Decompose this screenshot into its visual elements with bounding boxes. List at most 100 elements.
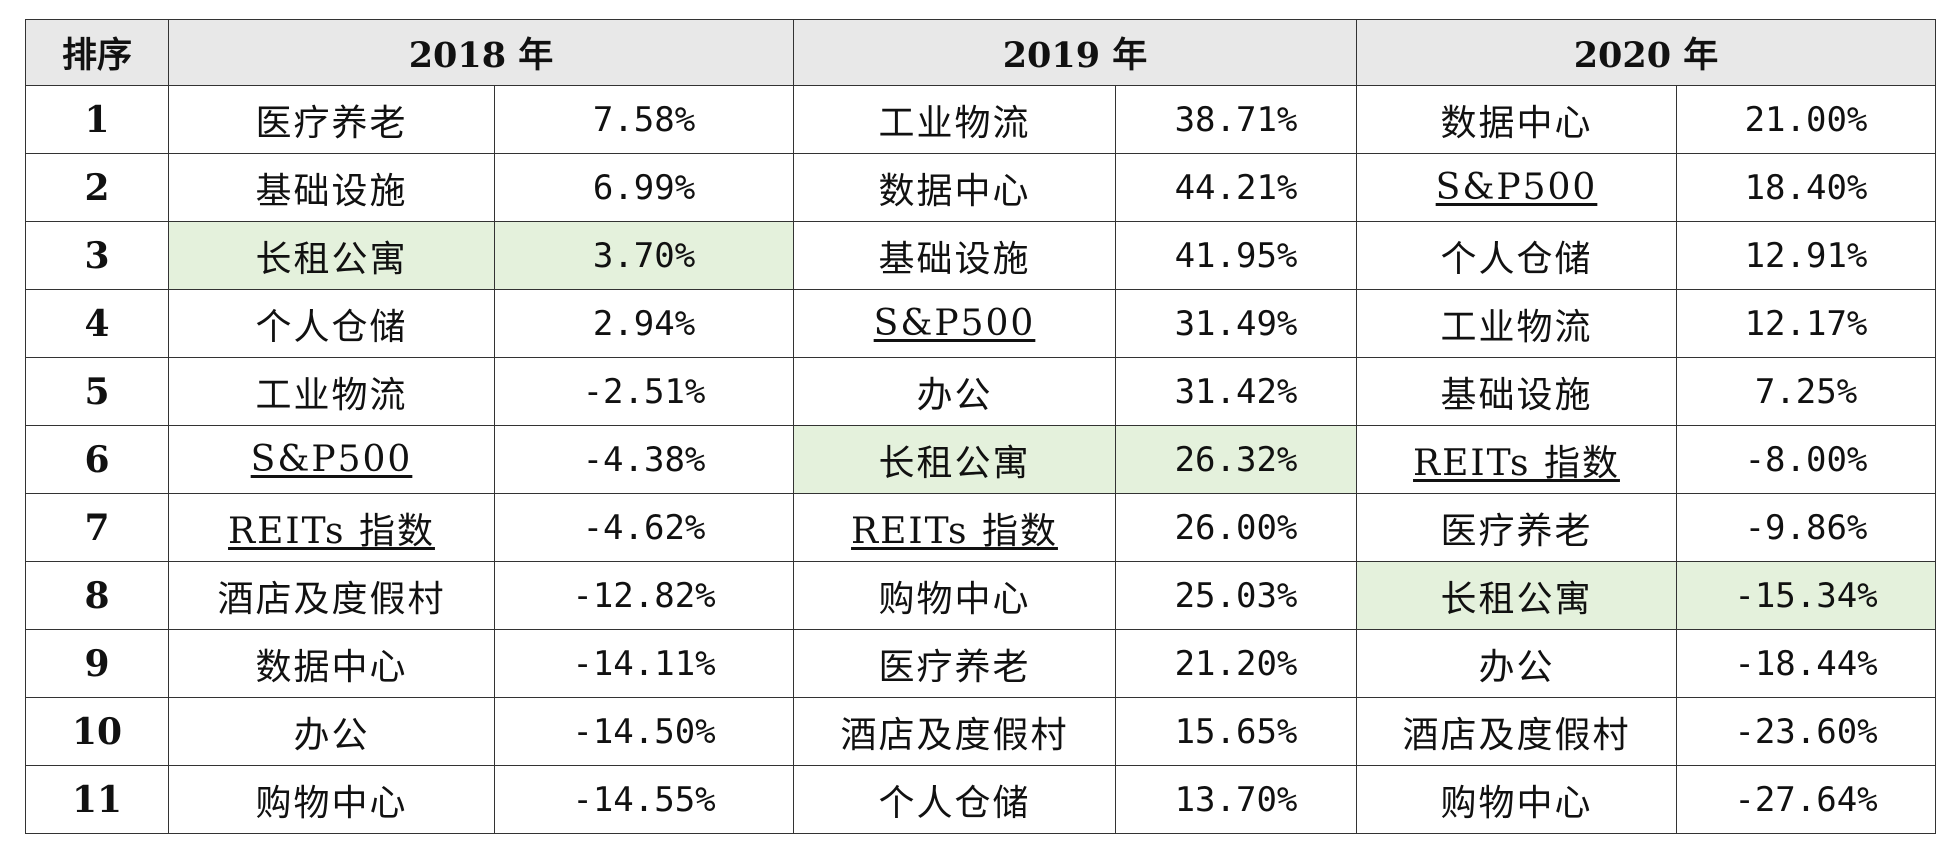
year-header-2019: 2019 年 — [793, 19, 1357, 86]
table-row: 7 REITs 指数 -4.62% REITs 指数 26.00% 医疗养老 -9.86% — [25, 493, 1936, 562]
sector-name: 酒店及度假村 — [1402, 714, 1631, 756]
rank-cell: 3 — [25, 221, 169, 290]
sector-name: 长租公寓 — [255, 238, 408, 280]
sector-name-cell-2018: 购物中心 — [168, 765, 495, 834]
table-row: 3 长租公寓 3.70% 基础设施 41.95% 个人仓储 12.91% — [25, 221, 1936, 290]
return-value-cell-2018: 3.70% — [494, 221, 794, 290]
sector-name: 工业物流 — [878, 102, 1031, 144]
sector-name: 数据中心 — [255, 646, 408, 688]
rank-cell: 7 — [25, 493, 169, 562]
sector-name-cell-2019: REITs 指数 — [793, 493, 1116, 562]
sector-name-cell-2020: 个人仓储 — [1356, 221, 1677, 290]
sector-name-cell-2018: 基础设施 — [168, 153, 495, 222]
rank-column-header: 排序 — [25, 19, 169, 86]
sector-name: 酒店及度假村 — [840, 714, 1069, 756]
sector-name: 酒店及度假村 — [217, 578, 446, 620]
sector-name: 基础设施 — [878, 238, 1031, 280]
sector-name-cell-2020: 办公 — [1356, 629, 1677, 698]
sector-name: 办公 — [916, 374, 993, 416]
sector-name: 基础设施 — [1440, 374, 1593, 416]
sector-name: S&P500 — [250, 439, 413, 480]
header-row: 排序 2018 年 2019 年 2020 年 — [25, 19, 1936, 86]
sector-name-cell-2020: 购物中心 — [1356, 765, 1677, 834]
return-value-cell-2019: 13.70% — [1115, 765, 1357, 834]
sector-name-cell-2018: 工业物流 — [168, 357, 495, 426]
return-value-cell-2020: -27.64% — [1676, 765, 1936, 834]
rank-cell: 4 — [25, 289, 169, 358]
sector-name: 医疗养老 — [1440, 510, 1593, 552]
sector-name-cell-2020: 工业物流 — [1356, 289, 1677, 358]
rank-cell: 11 — [25, 765, 169, 834]
return-value-cell-2019: 31.42% — [1115, 357, 1357, 426]
return-value-cell-2018: -2.51% — [494, 357, 794, 426]
return-value-cell-2019: 44.21% — [1115, 153, 1357, 222]
sector-name: 购物中心 — [255, 782, 408, 824]
ranking-table-wrapper: 排序 2018 年 2019 年 2020 年 1 医疗养老 7.58% 工业物流 38… — [25, 19, 1936, 834]
sector-name-cell-2018: 长租公寓 — [168, 221, 495, 290]
sector-name-cell-2020: 医疗养老 — [1356, 493, 1677, 562]
sector-name: 个人仓储 — [1440, 238, 1593, 280]
sector-name: 医疗养老 — [878, 646, 1031, 688]
return-value-cell-2020: 7.25% — [1676, 357, 1936, 426]
rank-cell: 5 — [25, 357, 169, 426]
sector-name-cell-2019: 医疗养老 — [793, 629, 1116, 698]
return-value-cell-2020: 12.17% — [1676, 289, 1936, 358]
sector-name: REITs 指数 — [228, 510, 435, 552]
sector-name-cell-2020: 酒店及度假村 — [1356, 697, 1677, 766]
sector-name-cell-2020: 数据中心 — [1356, 85, 1677, 154]
rank-cell: 10 — [25, 697, 169, 766]
sector-name: 数据中心 — [878, 170, 1031, 212]
sector-name: REITs 指数 — [851, 510, 1058, 552]
sector-name-cell-2018: REITs 指数 — [168, 493, 495, 562]
sector-name-cell-2019: 购物中心 — [793, 561, 1116, 630]
sector-name-cell-2019: 长租公寓 — [793, 425, 1116, 494]
table-row: 11 购物中心 -14.55% 个人仓储 13.70% 购物中心 -27.64% — [25, 765, 1936, 834]
sector-name: 办公 — [1478, 646, 1555, 688]
return-value-cell-2018: -12.82% — [494, 561, 794, 630]
sector-name-cell-2019: 数据中心 — [793, 153, 1116, 222]
return-value-cell-2019: 15.65% — [1115, 697, 1357, 766]
sector-name: 办公 — [293, 714, 370, 756]
return-value-cell-2018: 7.58% — [494, 85, 794, 154]
return-value-cell-2020: -23.60% — [1676, 697, 1936, 766]
table-row: 1 医疗养老 7.58% 工业物流 38.71% 数据中心 21.00% — [25, 85, 1936, 154]
sector-name: 数据中心 — [1440, 102, 1593, 144]
return-value-cell-2019: 26.32% — [1115, 425, 1357, 494]
sector-name: REITs 指数 — [1413, 442, 1620, 484]
return-value-cell-2020: 21.00% — [1676, 85, 1936, 154]
sector-name-cell-2018: 数据中心 — [168, 629, 495, 698]
sector-name-cell-2019: S&P500 — [793, 289, 1116, 358]
sector-name-cell-2018: 医疗养老 — [168, 85, 495, 154]
rank-cell: 1 — [25, 85, 169, 154]
sector-name: 购物中心 — [1440, 782, 1593, 824]
table-row: 6 S&P500 -4.38% 长租公寓 26.32% REITs 指数 -8.00% — [25, 425, 1936, 494]
table-row: 8 酒店及度假村 -12.82% 购物中心 25.03% 长租公寓 -15.34% — [25, 561, 1936, 630]
sector-name-cell-2020: S&P500 — [1356, 153, 1677, 222]
return-value-cell-2020: -9.86% — [1676, 493, 1936, 562]
return-value-cell-2020: -8.00% — [1676, 425, 1936, 494]
sector-name-cell-2019: 工业物流 — [793, 85, 1116, 154]
return-value-cell-2018: -14.11% — [494, 629, 794, 698]
rank-cell: 8 — [25, 561, 169, 630]
year-header-2018: 2018 年 — [168, 19, 794, 86]
table-row: 5 工业物流 -2.51% 办公 31.42% 基础设施 7.25% — [25, 357, 1936, 426]
return-value-cell-2018: -14.55% — [494, 765, 794, 834]
return-value-cell-2019: 31.49% — [1115, 289, 1357, 358]
sector-name-cell-2019: 个人仓储 — [793, 765, 1116, 834]
return-value-cell-2019: 41.95% — [1115, 221, 1357, 290]
sector-name-cell-2019: 酒店及度假村 — [793, 697, 1116, 766]
sector-name: S&P500 — [1435, 167, 1598, 208]
return-value-cell-2018: -4.62% — [494, 493, 794, 562]
sector-name: 工业物流 — [255, 374, 408, 416]
sector-name-cell-2018: 办公 — [168, 697, 495, 766]
sector-name: 个人仓储 — [878, 782, 1031, 824]
table-row: 2 基础设施 6.99% 数据中心 44.21% S&P500 18.40% — [25, 153, 1936, 222]
sector-name-cell-2020: 长租公寓 — [1356, 561, 1677, 630]
return-value-cell-2019: 25.03% — [1115, 561, 1357, 630]
return-value-cell-2020: 12.91% — [1676, 221, 1936, 290]
sector-name: 长租公寓 — [1440, 578, 1593, 620]
sector-name-cell-2018: S&P500 — [168, 425, 495, 494]
return-value-cell-2020: -15.34% — [1676, 561, 1936, 630]
sector-name-cell-2020: REITs 指数 — [1356, 425, 1677, 494]
return-value-cell-2018: 6.99% — [494, 153, 794, 222]
